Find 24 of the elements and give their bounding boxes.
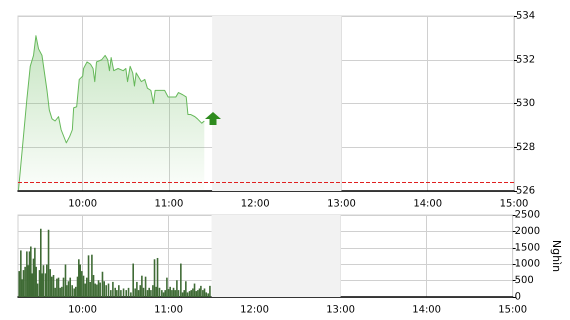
x-tick-label: 14:00 [413, 198, 442, 210]
x-tick-label: 12:00 [240, 304, 269, 316]
y-tick-label: 528 [516, 142, 536, 153]
y-axis-title: Nghìn [550, 240, 563, 272]
y-tick-label: 500 [514, 275, 534, 286]
x-tick-label: 10:00 [68, 304, 97, 316]
y-tick-label: 534 [516, 10, 536, 22]
y-tick-label: 1000 [514, 258, 540, 270]
y-tick-label: 530 [516, 98, 536, 109]
x-tick-label: 13:00 [326, 304, 356, 316]
x-tick-label: 15:00 [498, 304, 528, 316]
x-tick-label: 11:00 [154, 198, 184, 210]
y-tick-label: 2000 [514, 226, 540, 237]
y-tick-label: 1500 [514, 242, 540, 254]
x-tick-label: 13:00 [327, 198, 356, 210]
y-tick-label: 0 [514, 292, 522, 302]
y-tick-label: 532 [516, 54, 536, 66]
x-tick-label: 15:00 [500, 198, 528, 210]
y-tick-label: 2500 [514, 210, 540, 220]
x-tick-label: 12:00 [240, 198, 270, 210]
x-tick-label: 10:00 [68, 198, 98, 210]
x-tick-label: 11:00 [154, 304, 183, 316]
x-tick-label: 14:00 [412, 304, 442, 316]
y-tick-label: 526 [516, 186, 536, 196]
